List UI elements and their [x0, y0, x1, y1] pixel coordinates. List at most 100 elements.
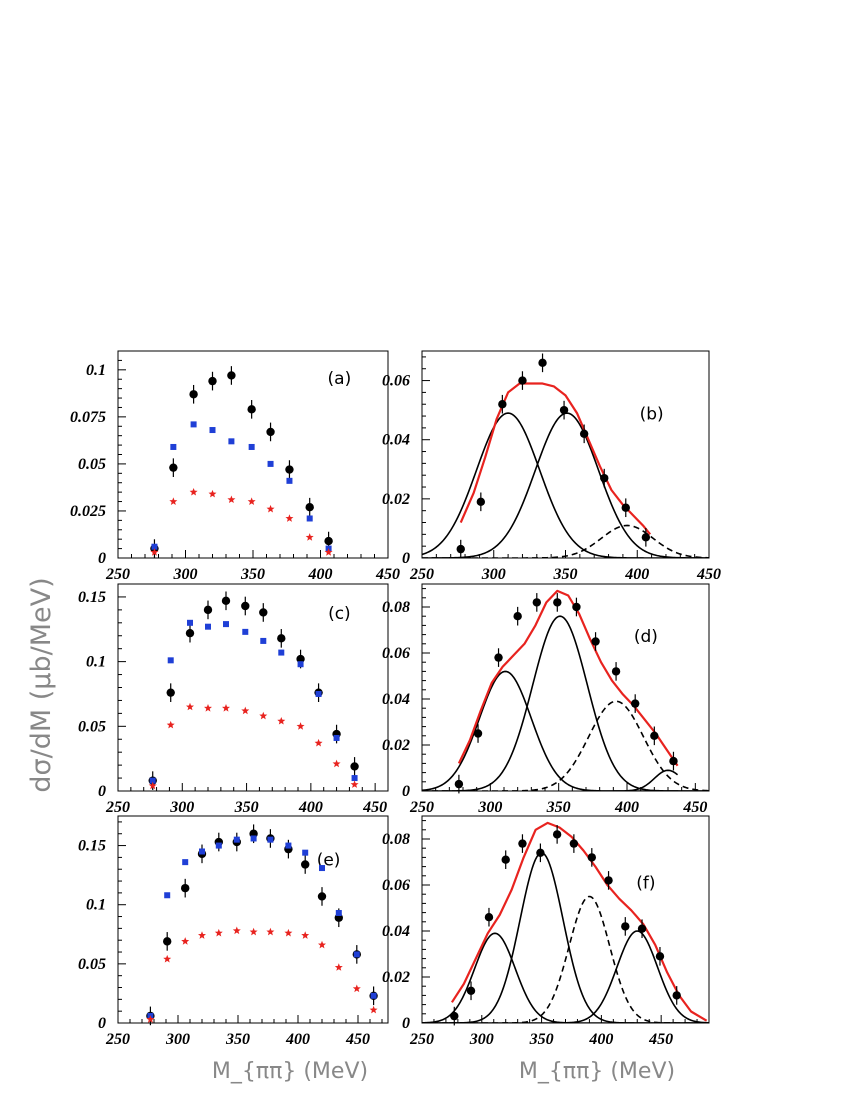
panel-label: (b) — [640, 404, 664, 424]
data-point-square — [167, 657, 174, 664]
x-tick-label: 250 — [409, 1031, 434, 1048]
total-fit-curve — [457, 589, 679, 767]
data-point-square — [164, 892, 171, 899]
data-point-square — [333, 734, 340, 741]
x-tick-label: 300 — [165, 1031, 190, 1048]
data-point-circle — [189, 390, 198, 399]
data-point-square — [215, 842, 222, 849]
data-point-star — [266, 927, 275, 936]
plot-frame — [421, 583, 710, 792]
component-curve — [422, 412, 709, 558]
x-tick-label: 350 — [234, 799, 259, 816]
data-point-circle — [317, 892, 327, 901]
data-point-circle — [572, 602, 581, 612]
data-point-star — [181, 937, 190, 945]
data-point-square — [170, 443, 177, 450]
y-tick-label: 0 — [402, 783, 410, 800]
panel-label: (d) — [634, 627, 658, 647]
data-point-square — [149, 777, 156, 784]
data-point-star — [249, 927, 258, 936]
data-point-square — [278, 649, 285, 656]
data-point-star — [186, 702, 194, 711]
data-point-circle — [501, 855, 510, 864]
chart-panel-d: 250 300 350 400 450 0 0.02 0.04 0.06 0.08 (d) — [382, 583, 710, 816]
data-point-circle — [655, 952, 665, 961]
data-point-circle — [296, 654, 305, 664]
x-tick-label: 350 — [553, 566, 578, 583]
y-tick-label: 0.04 — [382, 432, 410, 449]
y-tick-label: 0.02 — [382, 491, 410, 508]
data-point-circle — [553, 598, 562, 607]
data-point-circle — [169, 463, 178, 472]
component-curve — [422, 932, 709, 1023]
data-point-star — [350, 780, 359, 788]
data-point-square — [370, 992, 377, 999]
y-tick-label: 0.1 — [86, 897, 106, 914]
data-point-circle — [518, 839, 527, 848]
data-point-square — [223, 621, 229, 628]
data-point-square — [187, 619, 193, 626]
data-point-circle — [473, 729, 483, 738]
data-point-circle — [641, 533, 651, 542]
data-point-star — [305, 533, 314, 541]
dashed-component-curve — [422, 895, 709, 1023]
y-tick-label: 0.05 — [78, 956, 106, 973]
data-point-circle — [285, 465, 294, 474]
chart-panel-a: 250 300 350 400 450 0 0.025 0.05 0.075 0.1 (a) — [70, 350, 400, 583]
data-point-circle — [221, 596, 231, 606]
y-tick-label: 0.08 — [382, 831, 410, 848]
data-point-star — [163, 954, 172, 963]
dashed-component-curve — [422, 700, 709, 791]
data-point-circle — [669, 756, 678, 766]
y-tick-label: 0.06 — [382, 645, 410, 662]
data-point-star — [204, 704, 212, 712]
data-point-circle — [454, 779, 464, 789]
x-axis-title-right: M_{ππ} (MeV) — [519, 1059, 675, 1084]
data-point-square — [267, 460, 274, 467]
x-axis-title-left: M_{ππ} (MeV) — [212, 1059, 368, 1084]
data-point-star — [332, 759, 341, 768]
x-tick-label: 450 — [682, 799, 707, 816]
x-tick-label: 350 — [240, 566, 265, 583]
data-point-circle — [604, 876, 613, 885]
data-point-circle — [301, 860, 310, 869]
data-point-circle — [621, 922, 630, 931]
y-tick-label: 0.075 — [70, 409, 106, 426]
data-point-square — [151, 543, 158, 550]
data-point-circle — [247, 405, 256, 414]
y-tick-label: 0 — [98, 1015, 106, 1032]
panel-label: (a) — [328, 369, 352, 389]
y-tick-label: 0.04 — [382, 923, 410, 940]
data-point-circle — [579, 429, 589, 438]
data-point-circle — [559, 405, 569, 415]
data-point-square — [335, 909, 342, 916]
x-tick-label: 300 — [169, 799, 194, 816]
data-point-circle — [600, 473, 609, 483]
panel-label: (c) — [328, 604, 351, 624]
data-point-star — [277, 716, 286, 725]
data-point-star — [214, 928, 223, 937]
x-tick-label: 250 — [105, 799, 130, 816]
plot-frame — [117, 815, 389, 1024]
data-point-star — [148, 781, 157, 790]
data-point-square — [205, 623, 211, 630]
data-point-square — [297, 661, 304, 668]
data-point-square — [302, 849, 309, 856]
data-point-square — [209, 427, 216, 434]
x-tick-label: 400 — [308, 566, 333, 583]
data-point-circle — [611, 667, 621, 676]
data-point-square — [319, 865, 325, 872]
data-point-circle — [266, 427, 275, 437]
data-point-star — [241, 706, 250, 715]
x-tick-label: 350 — [529, 1031, 554, 1048]
component-curve — [422, 930, 709, 1023]
x-tick-label: 300 — [173, 566, 198, 583]
data-point-circle — [552, 830, 562, 839]
x-tick-label: 400 — [298, 799, 323, 816]
data-point-star — [189, 487, 198, 496]
data-point-circle — [631, 699, 640, 708]
data-point-square — [260, 637, 267, 644]
data-point-circle — [672, 991, 681, 1000]
chart-panel-b: 250 300 350 400 450 0 0.02 0.04 0.06 (b) — [382, 350, 721, 583]
data-point-circle — [637, 924, 647, 933]
